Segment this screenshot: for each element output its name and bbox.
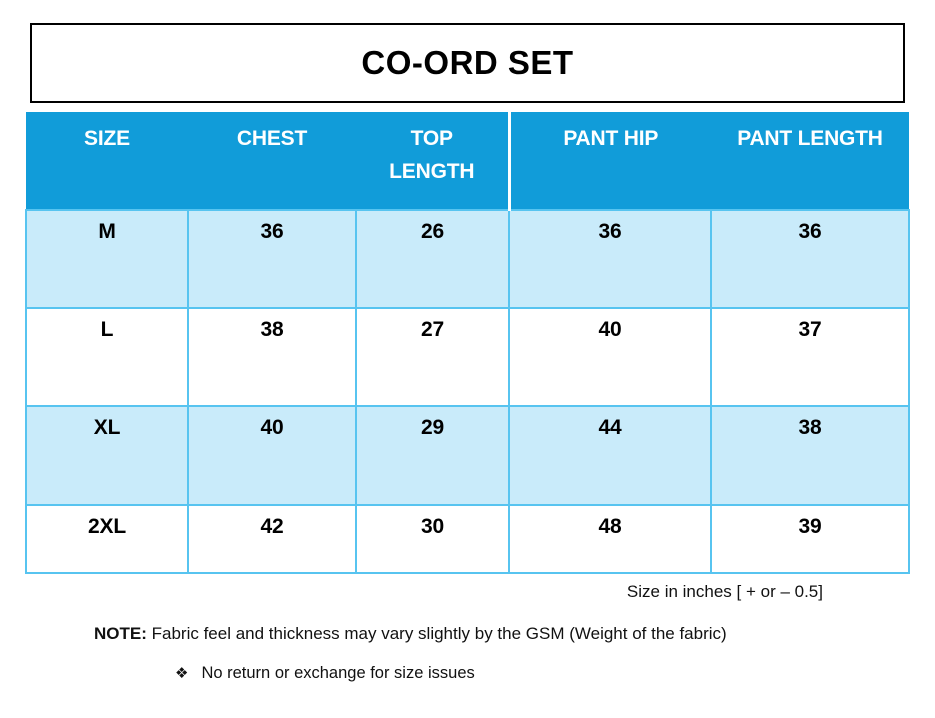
pant-length-cell: 37 (710, 307, 910, 407)
pant-hip-cell: 36 (508, 209, 712, 309)
pant-length-cell: 36 (710, 209, 910, 309)
chest-cell: 42 (187, 504, 357, 574)
note-label: NOTE: (94, 624, 147, 643)
table-row-2xl: 2XL 42 30 48 39 (25, 504, 910, 574)
units-footnote: Size in inches [ + or – 0.5] (626, 582, 823, 601)
pant-length-cell: 38 (710, 405, 910, 506)
size-cell: 2XL (25, 504, 189, 574)
pant-hip-cell: 44 (508, 405, 712, 506)
column-header-chest-label: CHEST (236, 127, 308, 150)
product-title-box: CO-ORD SET (30, 23, 905, 103)
size-cell: M (25, 209, 189, 309)
column-header-pant-hip: PANT HIP (507, 112, 711, 210)
pant-hip-cell: 48 (508, 504, 712, 574)
column-header-chest: CHEST (188, 112, 356, 210)
size-cell: XL (25, 405, 189, 506)
top-length-cell: 27 (355, 307, 510, 407)
note-text: Fabric feel and thickness may vary sligh… (146, 624, 727, 643)
column-header-size: SIZE (26, 112, 188, 210)
size-cell: L (25, 307, 189, 407)
column-header-size-label: SIZE (84, 127, 130, 150)
pant-length-cell: 39 (710, 504, 910, 574)
gsm-footnote: NOTE: Fabric feel and thickness may vary… (94, 624, 727, 644)
table-row-xl: XL 40 29 44 38 (25, 405, 910, 506)
diamond-bullet-icon: ❖ (175, 665, 189, 682)
column-header-pant-length: PANT LENGTH (711, 112, 909, 210)
chest-cell: 38 (187, 307, 357, 407)
top-length-cell: 29 (355, 405, 510, 506)
chest-cell: 40 (187, 405, 357, 506)
top-length-cell: 26 (355, 209, 510, 309)
return-policy-text: No return or exchange for size issues (201, 664, 475, 682)
pant-hip-cell: 40 (508, 307, 712, 407)
header-row: SIZE CHEST TOP LENGTH PANT HIP PANT LENG… (26, 112, 909, 210)
column-header-pant-hip-label: PANT HIP (563, 127, 659, 150)
table-row-l: L 38 27 40 37 (25, 307, 910, 407)
column-header-top-length-label: TOP LENGTH (389, 127, 475, 183)
column-header-pant-length-label: PANT LENGTH (737, 127, 883, 150)
top-length-cell: 30 (355, 504, 510, 574)
chest-cell: 36 (187, 209, 357, 309)
product-title: CO-ORD SET (361, 44, 574, 81)
size-chart-table: SIZE CHEST TOP LENGTH PANT HIP PANT LENG… (25, 112, 910, 574)
column-header-top-length: TOP LENGTH (356, 112, 509, 210)
return-policy-item: ❖ No return or exchange for size issues (175, 664, 475, 683)
table-row-m: M 36 26 36 36 (25, 209, 910, 309)
